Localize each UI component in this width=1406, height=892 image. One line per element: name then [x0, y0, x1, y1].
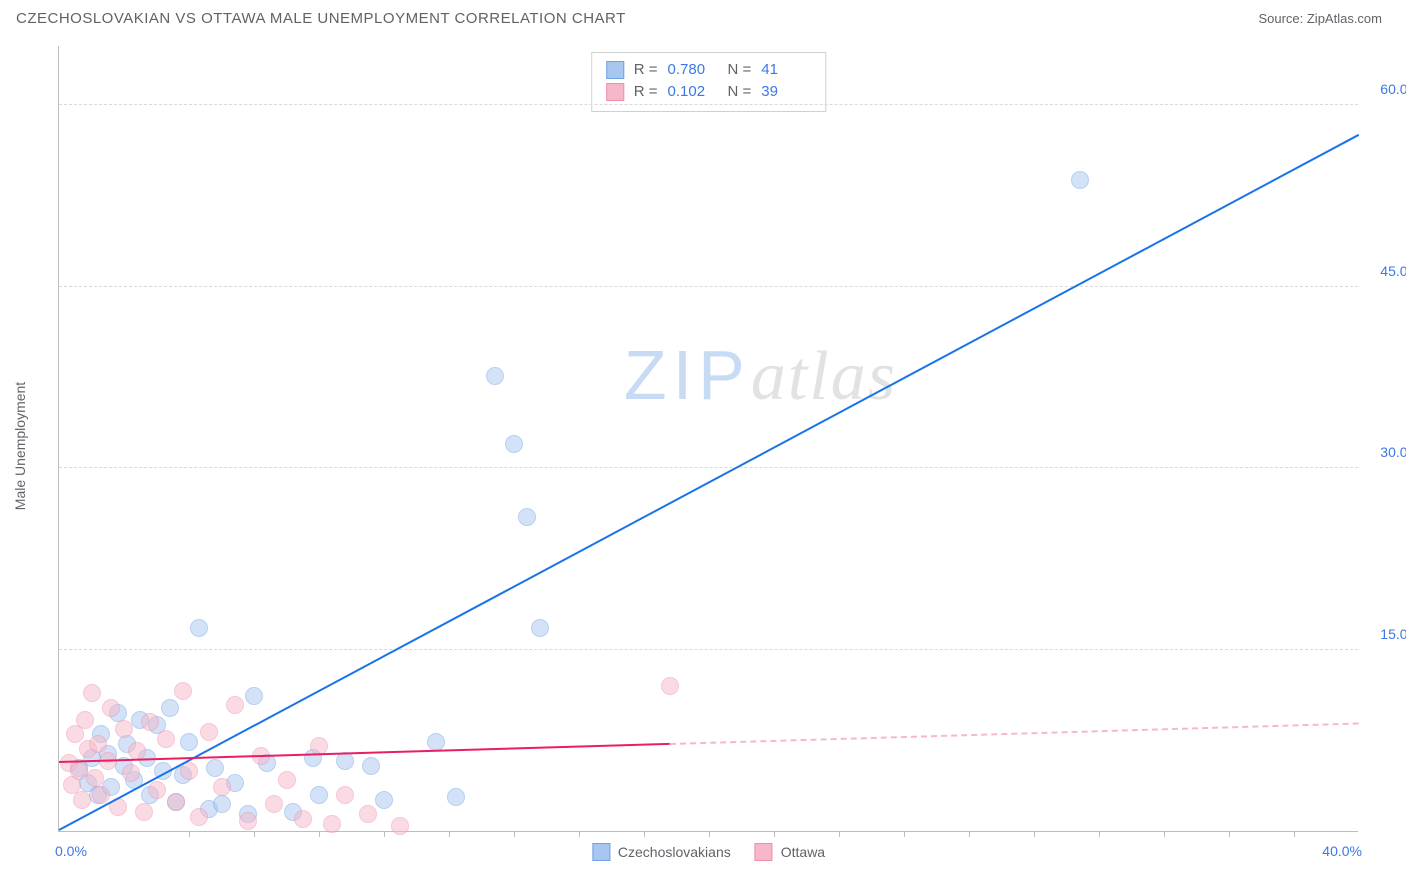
r-value-ottawa: 0.102 — [668, 81, 718, 103]
plot-area: ZIPatlas R = 0.780 N = 41 R = 0.102 N = … — [58, 46, 1358, 832]
x-tick — [1099, 831, 1100, 837]
swatch-czech — [606, 61, 624, 79]
data-point-ottawa — [226, 696, 244, 714]
legend-item-czech: Czechoslovakians — [592, 843, 731, 861]
y-axis-label: Male Unemployment — [12, 382, 28, 510]
data-point-ottawa — [83, 684, 101, 702]
data-point-ottawa — [86, 769, 104, 787]
data-point-czech — [447, 788, 465, 806]
data-point-ottawa — [661, 677, 679, 695]
x-tick — [644, 831, 645, 837]
data-point-czech — [375, 791, 393, 809]
legend-bottom: Czechoslovakians Ottawa — [592, 843, 825, 861]
x-axis-end-label: 40.0% — [1322, 843, 1362, 859]
data-point-czech — [427, 733, 445, 751]
data-point-ottawa — [391, 817, 409, 835]
data-point-czech — [180, 733, 198, 751]
data-point-ottawa — [323, 815, 341, 833]
data-point-ottawa — [167, 793, 185, 811]
x-tick — [514, 831, 515, 837]
data-point-czech — [245, 687, 263, 705]
data-point-czech — [213, 795, 231, 813]
gridline — [59, 286, 1358, 287]
data-point-ottawa — [200, 723, 218, 741]
gridline — [59, 649, 1358, 650]
data-point-ottawa — [190, 808, 208, 826]
data-point-ottawa — [265, 795, 283, 813]
data-point-czech — [518, 508, 536, 526]
y-tick-label: 30.0% — [1364, 444, 1406, 460]
x-tick — [774, 831, 775, 837]
data-point-ottawa — [141, 713, 159, 731]
legend-item-ottawa: Ottawa — [755, 843, 825, 861]
data-point-ottawa — [239, 812, 257, 830]
swatch-ottawa — [606, 83, 624, 101]
data-point-czech — [1071, 171, 1089, 189]
n-value-czech: 41 — [761, 59, 811, 81]
data-point-ottawa — [122, 764, 140, 782]
x-tick — [1229, 831, 1230, 837]
y-tick-label: 60.0% — [1364, 81, 1406, 97]
x-tick — [969, 831, 970, 837]
x-tick — [1164, 831, 1165, 837]
x-tick — [189, 831, 190, 837]
x-axis-start-label: 0.0% — [55, 843, 87, 859]
data-point-ottawa — [92, 786, 110, 804]
y-tick-label: 45.0% — [1364, 263, 1406, 279]
x-tick — [579, 831, 580, 837]
data-point-ottawa — [73, 791, 91, 809]
source-attribution: Source: ZipAtlas.com — [1258, 11, 1382, 26]
data-point-ottawa — [294, 810, 312, 828]
data-point-czech — [310, 786, 328, 804]
data-point-czech — [531, 619, 549, 637]
data-point-ottawa — [213, 778, 231, 796]
gridline — [59, 467, 1358, 468]
stats-row-czech: R = 0.780 N = 41 — [606, 59, 812, 81]
stats-legend-box: R = 0.780 N = 41 R = 0.102 N = 39 — [591, 52, 827, 112]
data-point-ottawa — [336, 786, 354, 804]
data-point-ottawa — [89, 735, 107, 753]
r-value-czech: 0.780 — [668, 59, 718, 81]
data-point-ottawa — [148, 781, 166, 799]
data-point-ottawa — [278, 771, 296, 789]
data-point-czech — [362, 757, 380, 775]
data-point-ottawa — [115, 720, 133, 738]
n-value-ottawa: 39 — [761, 81, 811, 103]
data-point-czech — [206, 759, 224, 777]
data-point-czech — [161, 699, 179, 717]
chart-container: Male Unemployment ZIPatlas R = 0.780 N =… — [50, 46, 1390, 846]
data-point-czech — [486, 367, 504, 385]
x-tick — [449, 831, 450, 837]
data-point-ottawa — [76, 711, 94, 729]
data-point-ottawa — [174, 682, 192, 700]
data-point-czech — [190, 619, 208, 637]
trendline-ottawa-dashed — [670, 723, 1359, 746]
trendline-czech — [59, 134, 1360, 831]
x-tick — [319, 831, 320, 837]
gridline — [59, 104, 1358, 105]
chart-title: CZECHOSLOVAKIAN VS OTTAWA MALE UNEMPLOYM… — [16, 10, 626, 27]
legend-swatch-ottawa — [755, 843, 773, 861]
legend-swatch-czech — [592, 843, 610, 861]
x-tick — [1034, 831, 1035, 837]
x-tick — [709, 831, 710, 837]
data-point-czech — [505, 435, 523, 453]
x-tick — [254, 831, 255, 837]
y-tick-label: 15.0% — [1364, 626, 1406, 642]
x-tick — [1294, 831, 1295, 837]
data-point-ottawa — [102, 699, 120, 717]
x-tick — [839, 831, 840, 837]
stats-row-ottawa: R = 0.102 N = 39 — [606, 81, 812, 103]
x-tick — [384, 831, 385, 837]
data-point-ottawa — [157, 730, 175, 748]
data-point-ottawa — [359, 805, 377, 823]
x-tick — [904, 831, 905, 837]
data-point-ottawa — [135, 803, 153, 821]
